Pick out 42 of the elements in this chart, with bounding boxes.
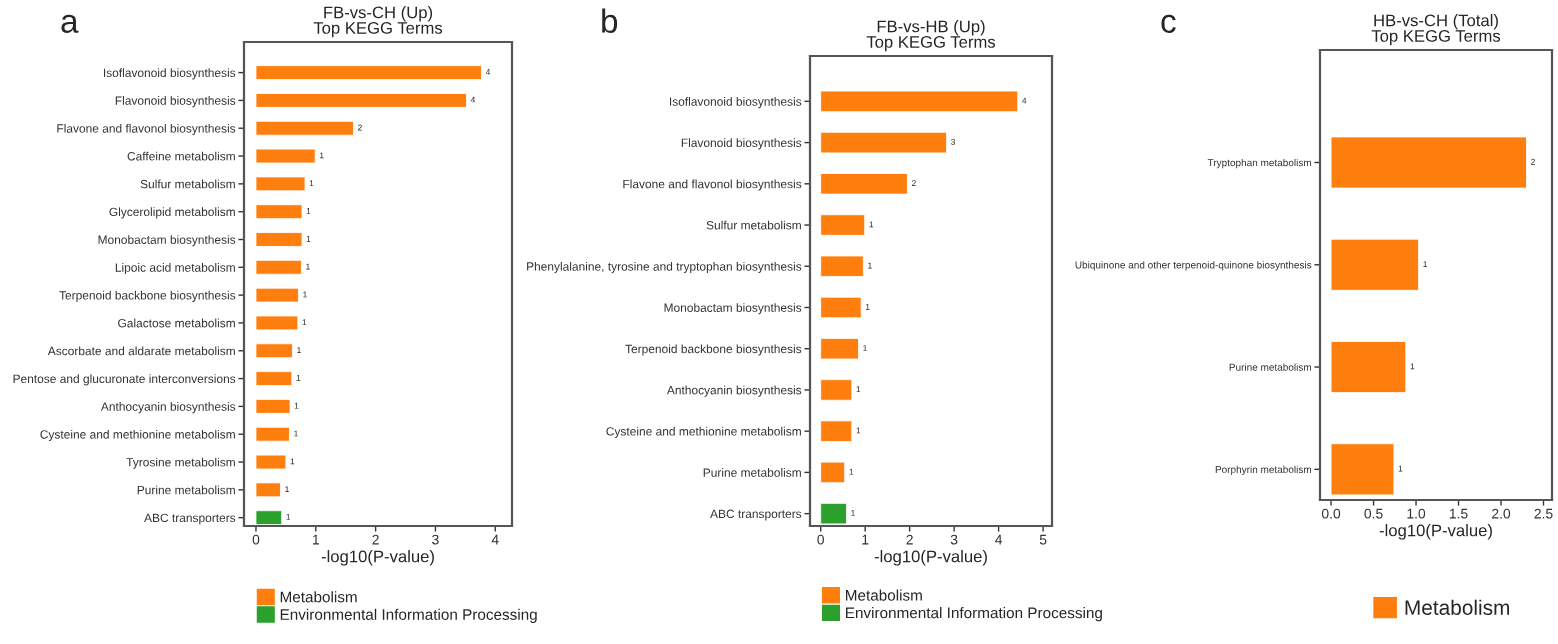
bar xyxy=(255,287,299,303)
bar xyxy=(255,510,283,526)
bar xyxy=(820,131,947,154)
bar xyxy=(820,296,862,319)
x-axis-title: -log10(P-value) xyxy=(1379,524,1492,540)
bar xyxy=(1330,341,1407,394)
bar xyxy=(820,255,864,277)
bar xyxy=(820,420,853,442)
bar xyxy=(255,232,303,247)
bar xyxy=(255,482,281,498)
chart-title: FB-vs-HB (Up) Top KEGG Terms xyxy=(866,20,996,52)
bar xyxy=(255,426,290,442)
bar xyxy=(255,93,467,108)
bar xyxy=(255,120,354,136)
x-axis-title: -log10(P-value) xyxy=(874,550,987,566)
bar xyxy=(255,65,482,80)
bar xyxy=(255,315,299,331)
bar xyxy=(1330,136,1527,189)
bar xyxy=(820,214,866,236)
bar xyxy=(820,337,859,360)
chart-title: FB-vs-CH (Up) Top KEGG Terms xyxy=(313,6,443,38)
bar xyxy=(255,148,316,164)
bar xyxy=(1330,238,1419,291)
bar xyxy=(820,173,908,195)
bar xyxy=(1330,443,1395,496)
legend-label: Metabolism xyxy=(1405,599,1510,615)
bar xyxy=(255,343,293,359)
bar xyxy=(255,204,303,220)
chart-title: HB-vs-CH (Total) Top KEGG Terms xyxy=(1371,14,1501,46)
bar xyxy=(255,454,287,470)
bar xyxy=(255,176,306,192)
bar xyxy=(255,399,291,414)
text: b xyxy=(602,8,618,33)
text: a xyxy=(61,14,79,33)
bar xyxy=(820,461,846,484)
bar xyxy=(820,90,1019,113)
bar xyxy=(820,502,847,525)
bar xyxy=(255,259,302,275)
bar xyxy=(255,371,293,386)
text: c xyxy=(1161,14,1176,33)
bar xyxy=(820,379,853,401)
x-axis-title: -log10(P-value) xyxy=(321,550,434,566)
